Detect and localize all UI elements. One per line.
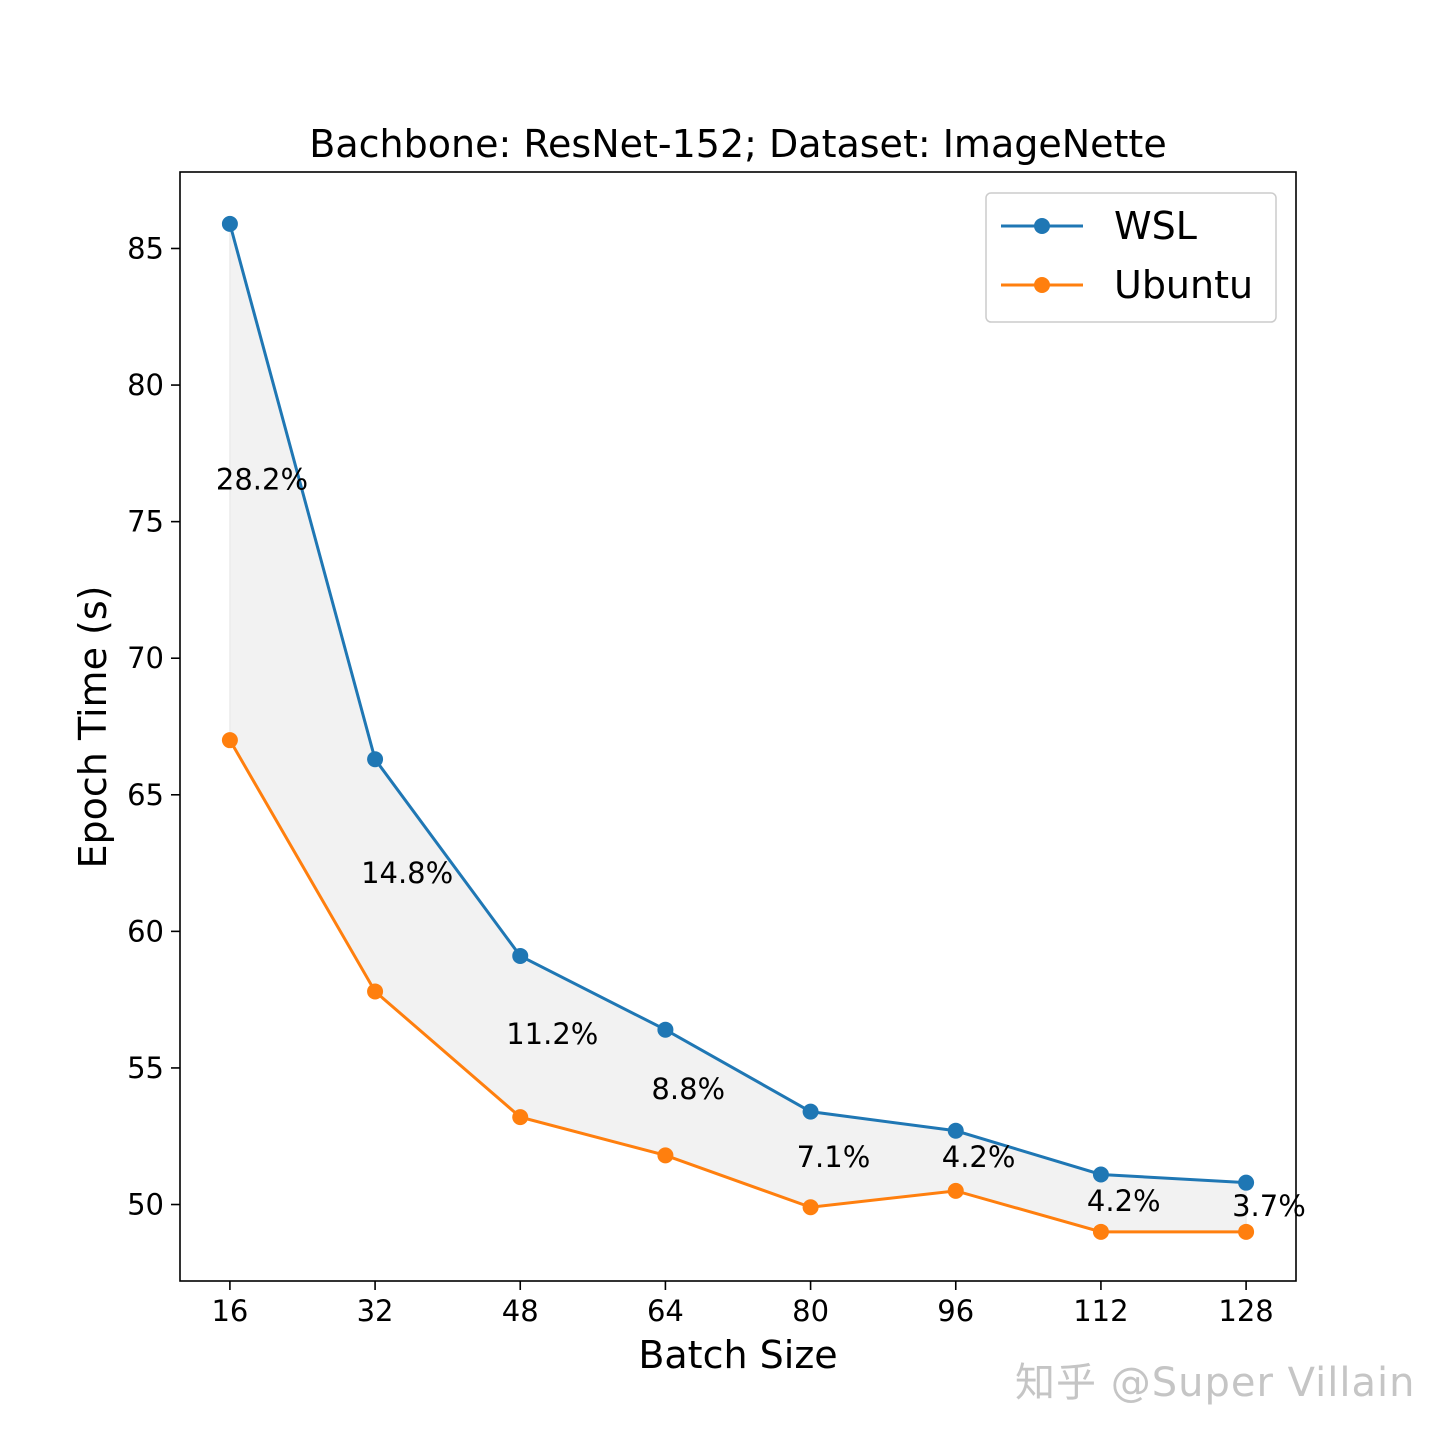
y-tick-label-75: 75 [127,505,164,539]
y-tick-label-65: 65 [127,778,164,812]
x-axis-label: Batch Size [638,1333,837,1377]
y-tick-label-50: 50 [127,1188,164,1222]
x-tick-label-112: 112 [1073,1294,1128,1328]
x-tick-label-128: 128 [1218,1294,1273,1328]
legend-label-wsl: WSL [1114,204,1197,248]
x-tick-label-48: 48 [502,1294,539,1328]
wsl-point-112[interactable] [1092,1166,1109,1183]
x-tick-label-32: 32 [357,1294,394,1328]
ubuntu-point-16[interactable] [221,732,238,749]
chart-title: Bachbone: ResNet-152; Dataset: ImageNett… [309,122,1166,166]
wsl-point-16[interactable] [221,215,238,232]
ubuntu-point-96[interactable] [947,1182,964,1199]
legend-marker-wsl [1034,218,1050,234]
wsl-series-line [228,223,1247,1185]
series-lines [221,215,1255,1240]
watermark: 知乎 @Super Villain [1015,1360,1416,1406]
wsl-point-80[interactable] [802,1103,819,1120]
legend[interactable]: WSL Ubuntu [985,192,1277,323]
ubuntu-point-32[interactable] [367,983,384,1000]
plot-frame [179,171,1297,1282]
annotation-0: 28.2% [216,463,308,497]
annotation-7: 3.7% [1232,1189,1306,1223]
y-tick-label-70: 70 [127,641,164,675]
legend-marker-ubuntu [1034,277,1050,293]
fill-between-area [229,223,1247,1233]
x-tick-label-96: 96 [937,1294,974,1328]
wsl-point-48[interactable] [512,947,529,964]
annotation-4: 7.1% [797,1140,871,1174]
y-axis-label: Epoch Time (s) [71,586,115,869]
ubuntu-point-128[interactable] [1238,1223,1255,1240]
y-tick-label-80: 80 [127,368,164,402]
ubuntu-point-80[interactable] [802,1199,819,1216]
annotations: 28.2% 14.8% 11.2% 8.8% 7.1% 4.2% 4.2% 3.7% [216,463,1306,1224]
wsl-point-128[interactable] [1238,1174,1255,1191]
ubuntu-series-line [228,739,1247,1234]
y-axis: 50 55 60 65 70 75 80 85 [127,231,180,1222]
fill-region [229,223,1247,1233]
wsl-point-96[interactable] [947,1122,964,1139]
annotation-2: 11.2% [506,1017,598,1051]
y-tick-label-85: 85 [127,231,164,265]
annotation-1: 14.8% [361,856,453,890]
x-tick-label-64: 64 [647,1294,684,1328]
annotation-6: 4.2% [1087,1184,1161,1218]
wsl-point-32[interactable] [367,751,384,768]
ubuntu-point-48[interactable] [512,1109,529,1126]
annotation-5: 4.2% [942,1140,1016,1174]
wsl-point-64[interactable] [657,1021,674,1038]
y-tick-label-55: 55 [127,1051,164,1085]
annotation-3: 8.8% [651,1072,725,1106]
x-tick-label-80: 80 [792,1294,829,1328]
x-tick-label-16: 16 [211,1294,248,1328]
x-axis: 16 32 48 64 80 96 112 128 [211,1281,1274,1328]
ubuntu-point-64[interactable] [657,1147,674,1164]
ubuntu-point-112[interactable] [1092,1223,1109,1240]
legend-label-ubuntu: Ubuntu [1114,263,1253,307]
y-tick-label-60: 60 [127,914,164,948]
